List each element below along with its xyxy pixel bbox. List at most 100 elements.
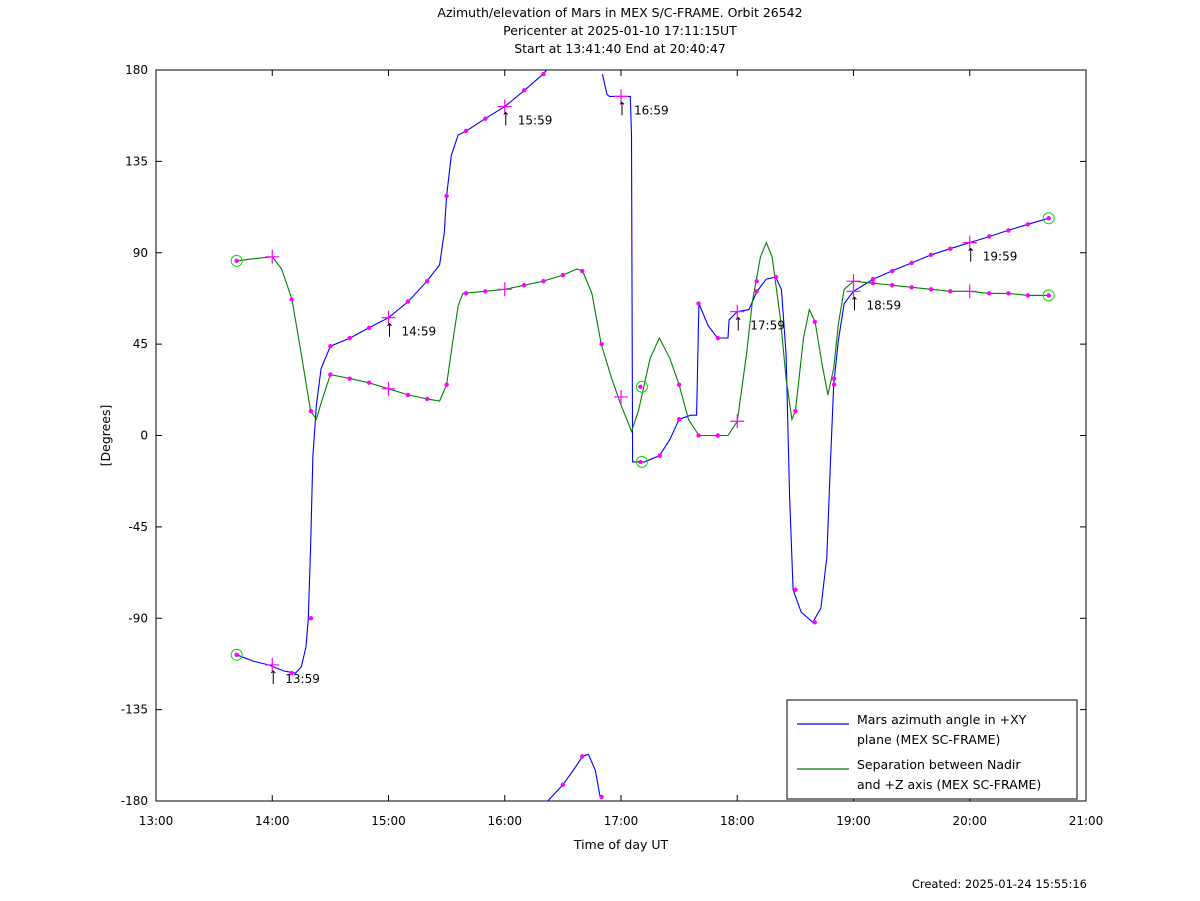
dot-marker <box>521 283 527 288</box>
dot-marker <box>928 252 934 257</box>
x-tick-label: 20:00 <box>952 814 987 828</box>
annotation-time-label: 16:59 <box>634 103 669 117</box>
y-tick-label: 0 <box>140 429 148 443</box>
dot-marker <box>793 587 798 593</box>
circle-marker <box>635 455 648 468</box>
cross-marker <box>497 99 512 114</box>
dot-marker <box>909 260 914 266</box>
x-tick-label: 13:00 <box>139 814 174 828</box>
dot-marker <box>463 128 469 134</box>
legend-entry-label: and +Z axis (MEX SC-FRAME) <box>857 777 1041 792</box>
cross-marker <box>381 310 396 325</box>
dot-marker <box>793 408 798 414</box>
cross-marker <box>265 249 280 264</box>
circle-marker <box>1042 289 1055 302</box>
dot-marker <box>773 274 779 280</box>
dot-marker <box>599 794 604 800</box>
y-tick-label: -45 <box>128 520 148 534</box>
dot-marker <box>657 453 662 459</box>
dot-marker <box>308 616 314 621</box>
dot-marker <box>1025 293 1031 298</box>
cross-marker <box>497 282 512 297</box>
dot-marker <box>948 246 953 251</box>
y-tick-label: 90 <box>133 246 148 260</box>
dot-marker <box>560 272 566 278</box>
dot-marker <box>234 652 239 657</box>
x-tick-label: 19:00 <box>836 814 871 828</box>
dot-marker <box>541 278 546 284</box>
dot-marker <box>1046 293 1051 298</box>
annotation-pointer <box>852 296 857 311</box>
dot-marker <box>347 376 352 381</box>
series-line-separation <box>236 241 1049 437</box>
dot-marker <box>580 268 585 274</box>
dot-marker <box>483 289 488 294</box>
dot-marker <box>890 283 895 288</box>
dot-marker <box>463 291 469 296</box>
dot-marker <box>328 343 333 349</box>
dot-marker <box>890 268 895 274</box>
x-tick-label: 16:00 <box>487 814 522 828</box>
dot-marker <box>638 384 643 389</box>
chart-subtitle-start-end: Start at 13:41:40 End at 20:40:47 <box>514 41 726 56</box>
dot-marker <box>425 396 430 402</box>
x-tick-label: 18:00 <box>720 814 755 828</box>
dot-marker <box>696 433 701 438</box>
circle-marker <box>230 648 243 661</box>
dot-marker <box>831 376 837 381</box>
dot-marker <box>541 71 546 77</box>
cross-marker <box>962 235 977 250</box>
y-tick-label: 45 <box>133 337 148 351</box>
dot-marker <box>444 382 449 387</box>
dot-marker <box>366 325 372 331</box>
dot-marker <box>715 335 721 341</box>
circle-marker <box>1042 212 1055 225</box>
cross-marker <box>265 657 280 672</box>
dot-marker <box>676 417 682 422</box>
annotation-pointer <box>387 323 392 337</box>
dot-marker <box>909 285 914 290</box>
dot-marker <box>289 670 294 676</box>
x-tick-label: 15:00 <box>371 814 406 828</box>
annotation-time-label: 17:59 <box>750 319 785 333</box>
created-timestamp: Created: 2025-01-24 15:55:16 <box>911 877 1087 891</box>
annotation-time-label: 18:59 <box>867 298 902 312</box>
chart-title-block: Azimuth/elevation of Mars in MEX S/C-FRA… <box>0 4 1200 58</box>
cross-marker <box>846 284 861 299</box>
dot-marker <box>928 287 934 292</box>
cross-marker <box>381 381 396 396</box>
cross-marker <box>730 414 745 429</box>
x-tick-label: 14:00 <box>255 814 290 828</box>
dot-marker <box>1025 222 1031 227</box>
x-tick-label: 17:00 <box>604 814 639 828</box>
y-tick-label: -180 <box>121 794 148 808</box>
annotation-pointer <box>270 670 276 684</box>
x-axis-label: Time of day UT <box>573 837 669 852</box>
annotation-time-label: 13:59 <box>285 672 320 686</box>
dot-marker <box>715 433 721 438</box>
dot-marker <box>560 782 566 787</box>
cross-marker <box>730 304 745 319</box>
y-tick-label: 180 <box>125 63 148 77</box>
dot-marker <box>831 382 837 387</box>
dot-marker <box>638 459 643 465</box>
chart-title: Azimuth/elevation of Mars in MEX S/C-FRA… <box>437 5 803 20</box>
dot-marker <box>986 234 992 239</box>
annotation-pointer <box>503 111 509 126</box>
dot-marker <box>405 392 411 398</box>
dot-marker <box>521 88 527 93</box>
annotation-pointer <box>968 247 974 262</box>
dot-marker <box>425 278 430 284</box>
dot-marker <box>1046 216 1051 221</box>
dot-marker <box>599 341 604 347</box>
y-tick-label: -135 <box>121 703 148 717</box>
legend-entry-label: Separation between Nadir <box>857 757 1021 772</box>
dot-marker <box>234 258 239 264</box>
dot-marker <box>870 276 876 282</box>
y-tick-label: 135 <box>125 154 148 168</box>
legend-box <box>786 699 1078 800</box>
legend-entry-label: plane (MEX SC-FRAME) <box>857 732 1000 747</box>
annotation-time-label: 19:59 <box>983 250 1018 264</box>
chart-subtitle-pericenter: Pericenter at 2025-01-10 17:11:15UT <box>503 23 737 38</box>
